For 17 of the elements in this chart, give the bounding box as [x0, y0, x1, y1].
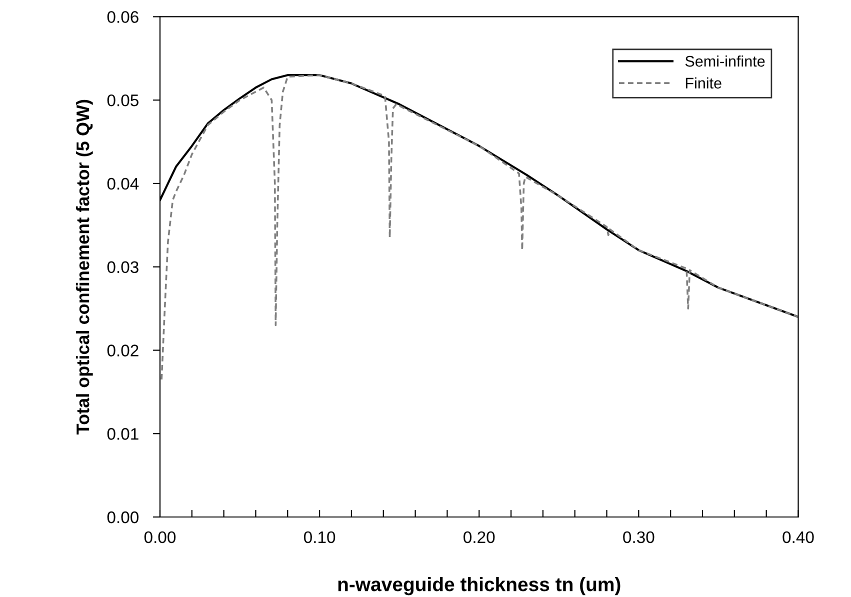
x-tick-label: 0.20 [464, 531, 495, 544]
y-tick-label: 0.01 [107, 428, 138, 440]
x-axis-title: n-waveguide thickness tn (um) [338, 576, 620, 596]
y-axis-title: Total optical confinement factor (5 QW) [76, 100, 93, 435]
y-tick-label: 0.06 [107, 11, 138, 23]
y-tick-label: 0.02 [107, 344, 138, 356]
y-tick-label: 0.00 [107, 511, 139, 524]
legend-label: Finite [686, 77, 722, 89]
legend-label: Semi-infinte [685, 55, 765, 67]
line-series [160, 74, 798, 380]
y-tick-label: 0.04 [107, 178, 139, 190]
x-tick-label: 0.10 [304, 531, 336, 544]
x-tick-label: 0.00 [144, 531, 176, 544]
x-tick-label: 0.40 [782, 531, 814, 544]
x-tick-label: 0.30 [623, 531, 654, 544]
y-tick-label: 0.03 [107, 261, 138, 274]
y-tick-label: 0.05 [107, 94, 138, 106]
